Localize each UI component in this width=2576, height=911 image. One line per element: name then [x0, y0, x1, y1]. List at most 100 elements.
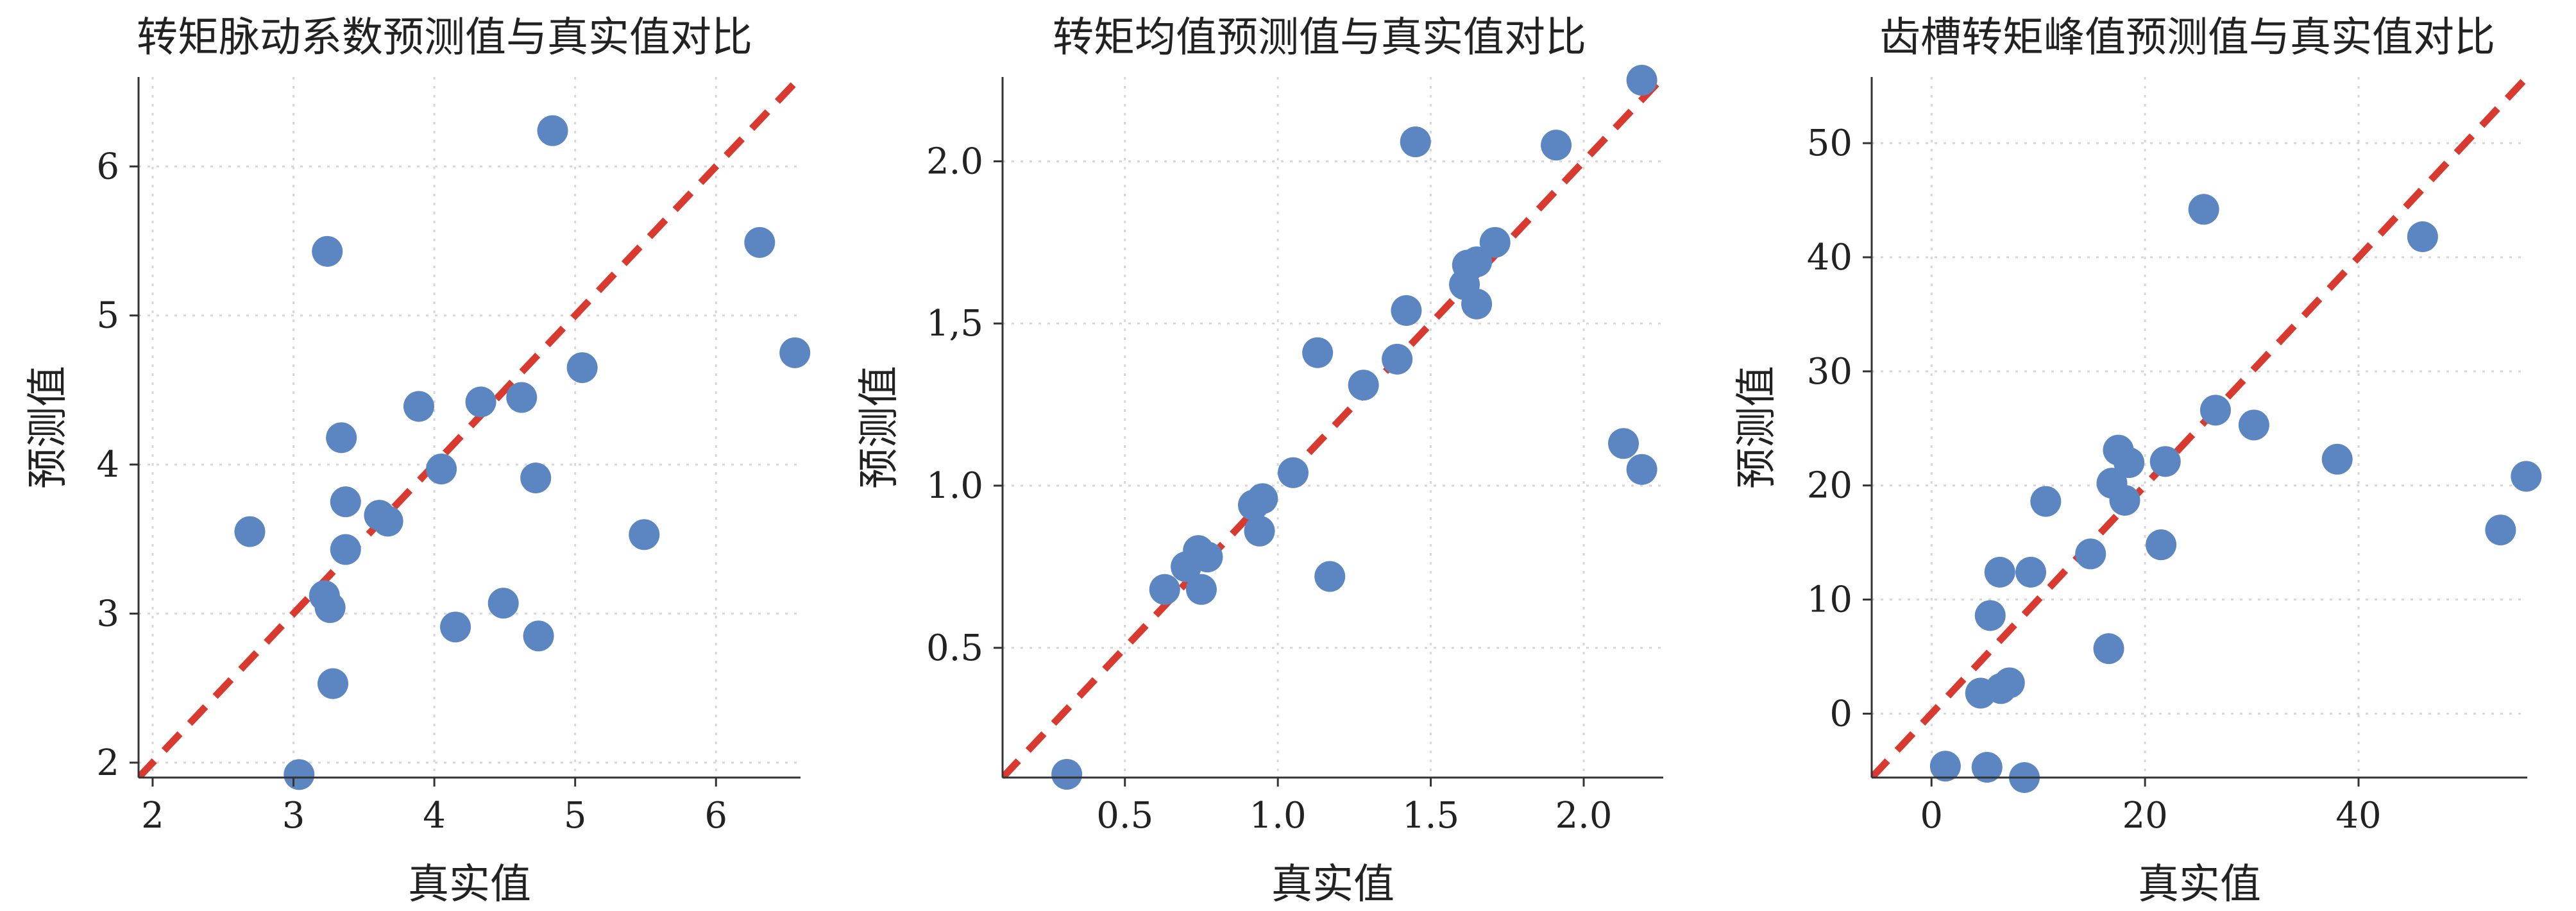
chart-2-point-7 — [1244, 515, 1275, 547]
chart-1-point-18 — [523, 620, 554, 652]
chart-1-x-tick-2: 4 — [423, 795, 446, 837]
chart-2-x-label: 真实值 — [1271, 861, 1394, 908]
chart-3-y-label: 预测值 — [1733, 366, 1781, 489]
chart-2-identity-line — [1003, 77, 1663, 778]
chart-3-point-9 — [2030, 486, 2062, 517]
chart-1-point-11 — [403, 391, 434, 422]
chart-2-point-12 — [1348, 370, 1379, 401]
chart-1-point-16 — [506, 382, 538, 413]
chart-2-point-22 — [1608, 428, 1640, 459]
chart-2-point-10 — [1302, 337, 1334, 368]
chart-1-point-10 — [372, 506, 403, 537]
chart-1-point-17 — [520, 462, 552, 493]
chart-1-point-7 — [330, 486, 361, 518]
chart-3-y-tick-4: 40 — [1807, 237, 1852, 278]
chart-1-title: 转矩脉动系数预测值与真实值对比 — [137, 14, 752, 62]
chart-3-identity-line — [1872, 77, 2527, 778]
chart-1-point-23 — [779, 337, 811, 368]
chart-3-point-0 — [1929, 751, 1961, 782]
chart-1-point-21 — [629, 519, 660, 550]
chart-1-y-tick-0: 2 — [96, 742, 119, 784]
chart-2-y-tick-0: 0.5 — [926, 627, 983, 669]
chart-2-point-15 — [1400, 126, 1431, 158]
chart-1-point-0 — [234, 516, 266, 547]
chart-1-point-12 — [426, 454, 457, 485]
chart-2-x-tick-0: 0.5 — [1096, 795, 1153, 837]
chart-3-point-11 — [2093, 633, 2124, 665]
chart-3-point-10 — [2075, 538, 2106, 570]
chart-3-point-8 — [2015, 556, 2047, 588]
chart-2-point-14 — [1391, 295, 1422, 326]
chart-3-point-23 — [2485, 515, 2516, 546]
chart-1-x-tick-1: 3 — [282, 795, 305, 837]
chart-2-point-18 — [1461, 246, 1493, 278]
chart-3-x-label: 真实值 — [2138, 861, 2261, 908]
chart-2-title: 转矩均值预测值与真实值对比 — [1053, 14, 1586, 62]
chart-3-x-tick-0: 0 — [1920, 795, 1943, 837]
chart-1-y-tick-2: 4 — [96, 444, 119, 486]
chart-1-y-label: 预测值 — [24, 366, 72, 489]
chart-1-point-3 — [314, 592, 346, 624]
chart-1-point-22 — [744, 226, 775, 258]
chart-3-y-tick-2: 20 — [1807, 465, 1852, 507]
chart-1-x-label: 真实值 — [408, 861, 531, 908]
chart-1-points — [234, 115, 811, 790]
chart-3-points — [1929, 194, 2542, 793]
chart-3-point-22 — [2407, 221, 2438, 252]
chart-1-x-tick-4: 6 — [704, 795, 727, 837]
chart-3-point-17 — [2149, 446, 2181, 477]
chart-1-point-1 — [284, 759, 315, 790]
chart-3-y-tick-1: 10 — [1807, 579, 1852, 621]
chart-2-y-tick-3: 2.0 — [926, 140, 983, 182]
chart-3-point-4 — [1984, 556, 2015, 588]
chart-2-point-3 — [1185, 574, 1217, 605]
chart-3-point-3 — [1974, 600, 2006, 631]
chart-2-point-21 — [1541, 130, 1572, 161]
chart-2-point-19 — [1461, 288, 1493, 319]
chart-2-point-13 — [1382, 343, 1413, 375]
chart-2-point-23 — [1626, 454, 1657, 485]
chart-3-y-tick-3: 30 — [1807, 351, 1852, 393]
chart-2-point-24 — [1626, 65, 1657, 96]
chart-1-point-6 — [326, 422, 357, 454]
chart-2-point-5 — [1192, 541, 1223, 573]
chart-3-point-6 — [1994, 667, 2025, 699]
chart-3-point-14 — [2109, 484, 2140, 516]
chart-1-point-15 — [487, 588, 519, 619]
chart-3-x-tick-2: 40 — [2335, 795, 2381, 837]
chart-3-point-20 — [2238, 409, 2269, 441]
chart-3-title: 齿槽转矩峰值预测值与真实值对比 — [1879, 14, 2495, 62]
chart-1-point-13 — [440, 611, 471, 643]
chart-2-y-label: 预测值 — [856, 366, 903, 489]
chart-3-y-tick-0: 0 — [1829, 693, 1852, 735]
chart-2-y-tick-1: 1.0 — [926, 465, 983, 507]
chart-1-x-tick-3: 5 — [564, 795, 587, 837]
chart-3-y-tick-5: 50 — [1807, 123, 1852, 164]
chart-2-x-tick-2: 1.5 — [1402, 795, 1459, 837]
chart-1-point-20 — [566, 352, 598, 384]
chart-2-point-1 — [1149, 574, 1180, 605]
chart-3-point-15 — [2114, 447, 2145, 479]
chart-2-y-tick-2: 1,5 — [926, 303, 983, 345]
chart-3-point-21 — [2321, 443, 2353, 475]
chart-2-point-20 — [1479, 226, 1511, 258]
chart-1-point-5 — [318, 668, 349, 699]
chart-1-y-tick-4: 6 — [96, 146, 119, 187]
chart-3-point-2 — [1971, 751, 2003, 783]
chart-2-point-8 — [1247, 483, 1278, 515]
chart-2: 0.5 1.0 1.5 2.0 0.5 1.0 1,5 2.0 转矩均值预测值与真实值对比真实值… — [856, 14, 1663, 908]
chart-2-point-9 — [1278, 457, 1309, 488]
chart-3-point-16 — [2146, 529, 2177, 561]
chart-2-x-tick-1: 1.0 — [1250, 795, 1307, 837]
chart-1-y-tick-3: 5 — [96, 295, 119, 337]
chart-2-x-tick-3: 2.0 — [1555, 795, 1612, 837]
chart-2-points — [1051, 65, 1657, 790]
chart-3-x-tick-1: 20 — [2122, 795, 2167, 837]
chart-3-point-18 — [2188, 194, 2219, 225]
chart-1-point-19 — [537, 115, 568, 146]
chart-1-x-tick-0: 2 — [141, 795, 164, 837]
chart-1-y-tick-1: 3 — [96, 593, 119, 634]
